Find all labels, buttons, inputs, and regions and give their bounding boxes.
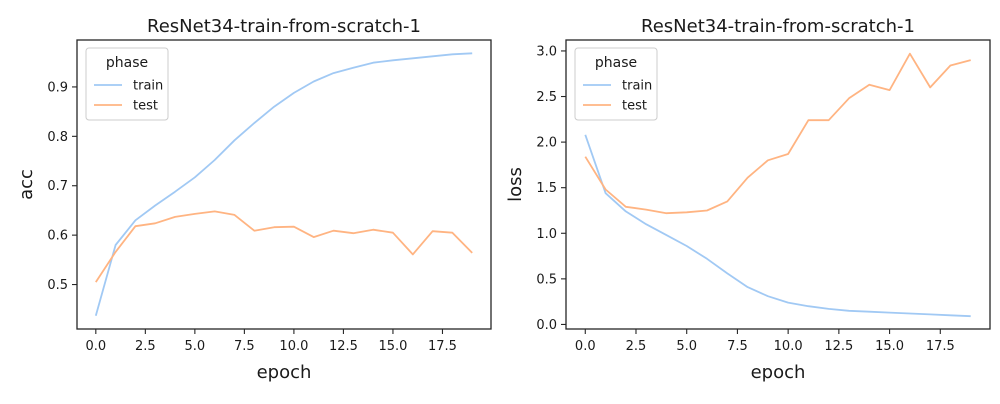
x-axis-label: epoch	[257, 362, 312, 383]
acc-chart: 0.0 2.5 5.0 7.5 10.0 12.5 15.0 17.5 0.5 0.6 0.7 0.8…	[16, 16, 492, 383]
plot-frame	[565, 39, 991, 330]
legend-label-train: train	[133, 79, 163, 94]
y-tick-label: 0.7	[47, 179, 68, 194]
x-tick-label: 2.5	[135, 339, 156, 354]
y-tick-label: 0.6	[47, 229, 68, 244]
legend-label-test: test	[622, 99, 647, 114]
x-tick-label: 15.0	[875, 339, 904, 354]
x-tick-label: 7.5	[234, 339, 255, 354]
legend-box	[574, 47, 658, 121]
series-line-train	[94, 52, 473, 316]
x-tick-label: 10.0	[774, 339, 803, 354]
y-axis-label: loss	[505, 167, 526, 202]
y-tick-label: 2.5	[536, 90, 557, 105]
chart-title: ResNet34-train-from-scratch-1	[641, 16, 915, 37]
legend-box	[85, 47, 169, 121]
x-tick-label: 2.5	[626, 339, 647, 354]
legend: phase train test	[574, 47, 658, 121]
legend-title: phase	[106, 55, 148, 71]
loss-chart: 0.0 2.5 5.0 7.5 10.0 12.5 15.0 17.5 0.0 0.5 1.0 1.5…	[505, 16, 991, 383]
series-line-train	[584, 134, 971, 318]
x-tick-label: 17.5	[428, 339, 457, 354]
plot-frame	[76, 39, 492, 330]
x-tick-label: 5.0	[185, 339, 206, 354]
legend-label-train: train	[622, 79, 652, 94]
series-line-test	[584, 52, 971, 215]
x-tick-label: 15.0	[378, 339, 407, 354]
series-line-test	[95, 210, 473, 283]
y-tick-label: 0.8	[47, 130, 68, 145]
y-tick-label: 1.5	[536, 181, 557, 196]
legend-title: phase	[595, 55, 637, 71]
x-tick-label: 0.0	[575, 339, 596, 354]
y-tick-label: 2.0	[536, 136, 557, 151]
x-tick-label: 0.0	[85, 339, 106, 354]
x-tick-label: 5.0	[676, 339, 697, 354]
y-tick-label: 0.0	[536, 318, 557, 333]
y-tick-label: 0.9	[47, 80, 68, 95]
y-tick-label: 3.0	[536, 44, 557, 59]
chart-title: ResNet34-train-from-scratch-1	[147, 16, 421, 37]
y-tick-label: 0.5	[47, 278, 68, 293]
legend: phase train test	[85, 47, 169, 121]
x-tick-label: 10.0	[279, 339, 308, 354]
x-tick-label: 17.5	[926, 339, 955, 354]
x-tick-label: 7.5	[727, 339, 748, 354]
y-tick-label: 1.0	[536, 227, 557, 242]
legend-label-test: test	[133, 99, 158, 114]
y-tick-label: 0.5	[536, 272, 557, 287]
y-axis-label: acc	[16, 169, 37, 200]
x-axis-label: epoch	[751, 362, 806, 383]
x-tick-label: 12.5	[824, 339, 853, 354]
x-tick-label: 12.5	[329, 339, 358, 354]
